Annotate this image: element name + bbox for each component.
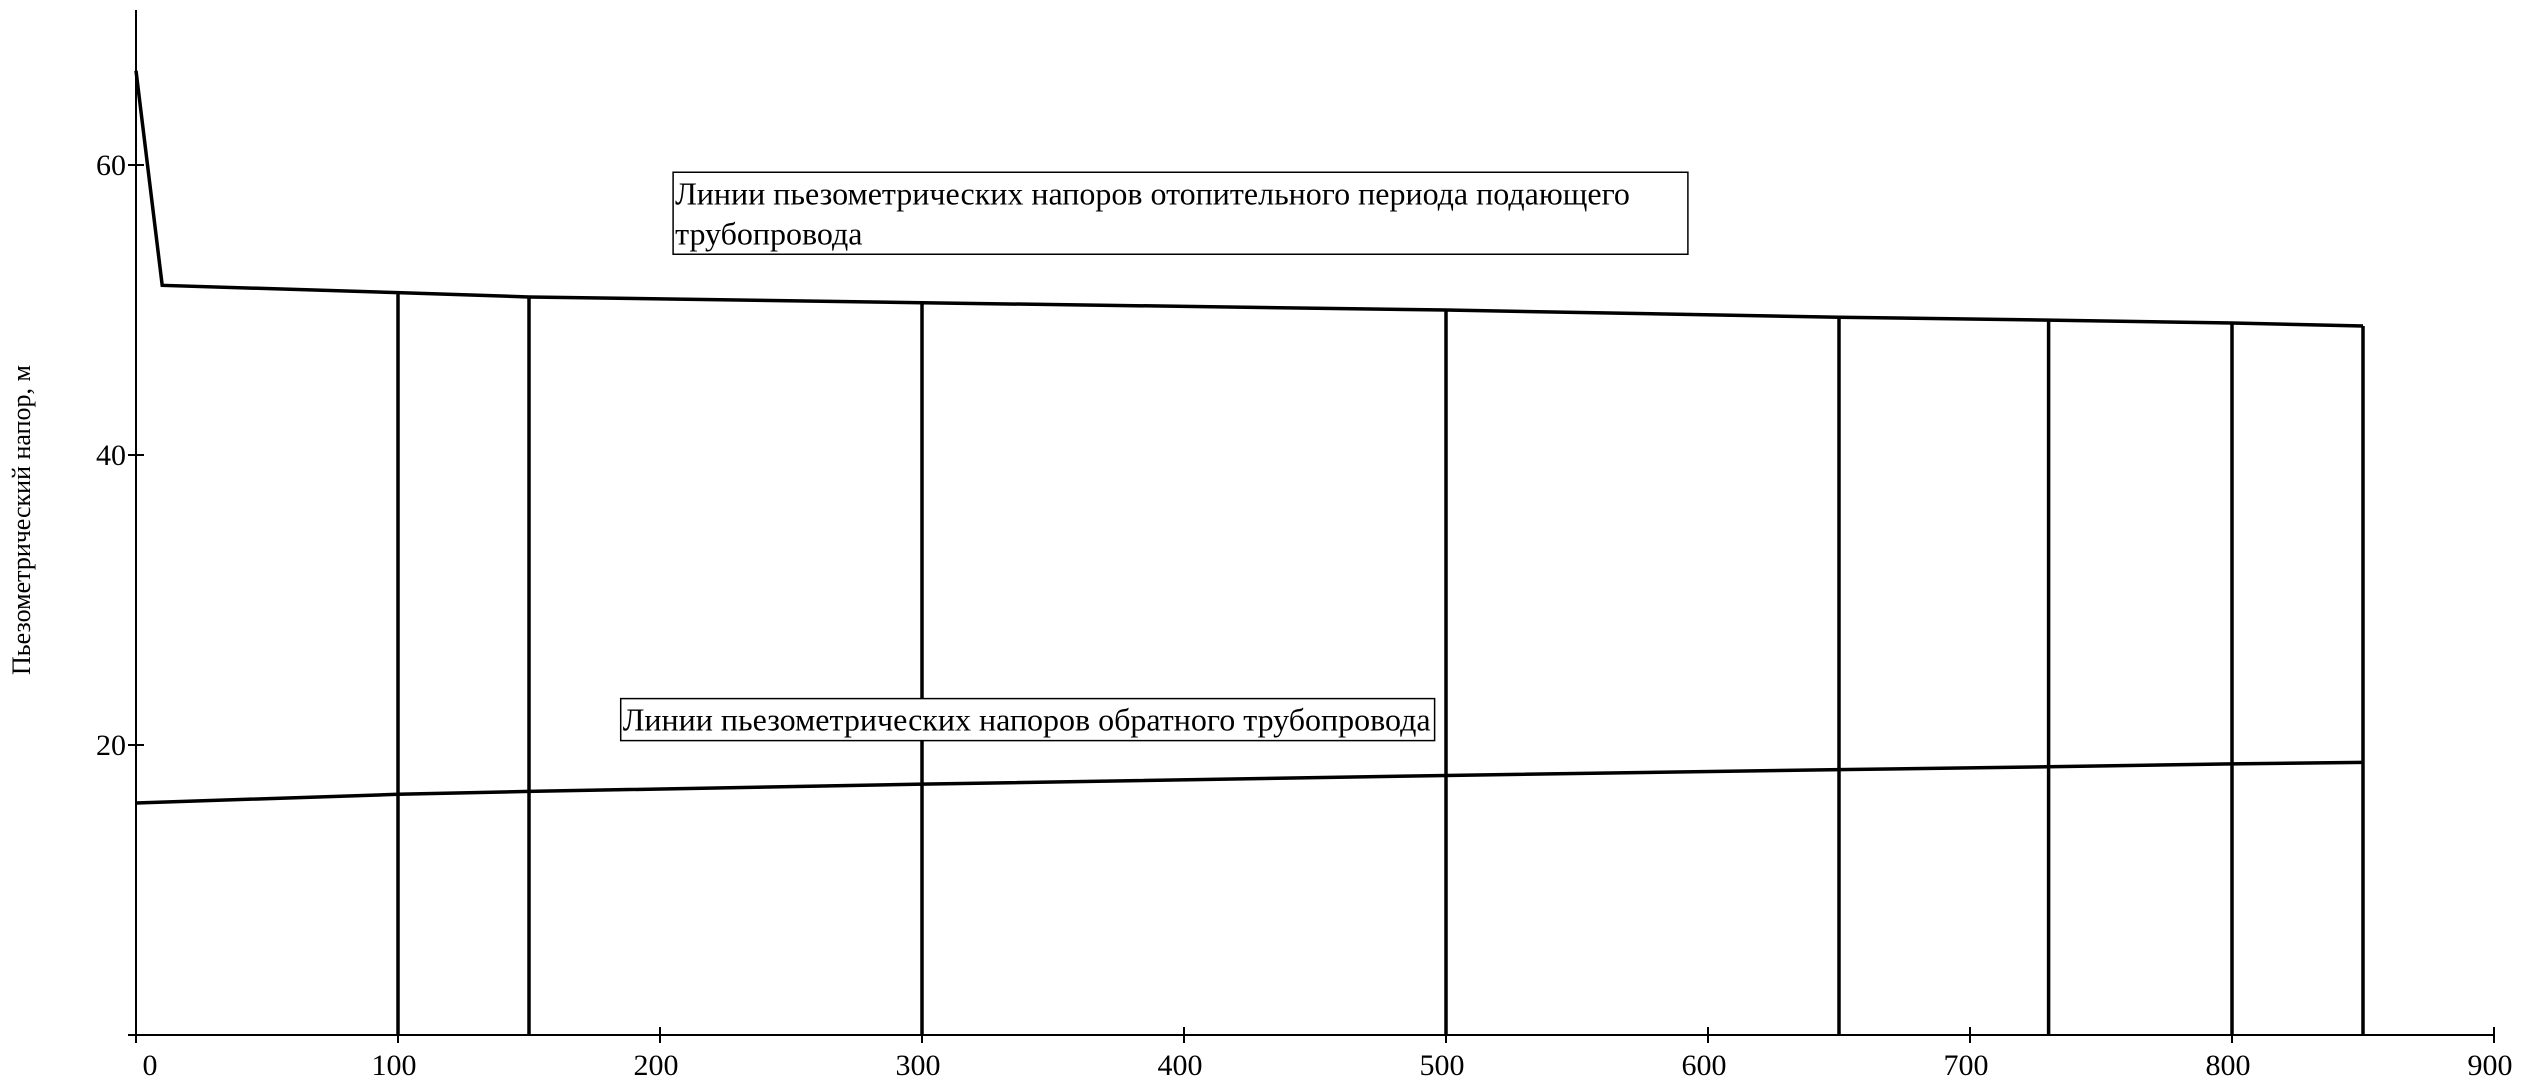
annotation-text: Линии пьезометрических напоров отопитель… [675,175,1630,211]
x-tick-label: 500 [1420,1049,1465,1082]
series-line-supply [134,70,2364,328]
annotation-box [619,697,1436,742]
annotation-text: трубопровода [675,215,862,251]
annotations: Линии пьезометрических напоров отопитель… [619,171,1689,742]
x-tick-label: 700 [1944,1049,1989,1082]
x-tick-label: 900 [2468,1049,2513,1082]
axes: 0 100 200 300 400 500 600 700 800 900 20 40 60 [96,10,2513,1082]
x-tick-label: 600 [1682,1049,1727,1082]
annotation-box [672,171,1689,255]
x-tick-label: 800 [2206,1049,2251,1082]
x-tick-label: 100 [372,1049,417,1082]
annotation-supply: Линии пьезометрических напоров отопитель… [672,171,1689,255]
x-tick-label: 300 [896,1049,941,1082]
plot-area [134,70,2365,1035]
annotation-return: Линии пьезометрических напоров обратного… [619,697,1436,742]
x-tick-label: 400 [1158,1049,1203,1082]
y-tick-label: 40 [96,439,126,472]
x-tick-label: 200 [634,1049,679,1082]
annotation-text: Линии пьезометрических напоров обратного… [623,702,1431,738]
series-line-return [135,760,2364,805]
y-axis-title: Пьезометрический напор, м [7,365,36,675]
y-tick-label: 60 [96,149,126,182]
y-tick-label: 20 [96,729,126,762]
x-tick-label: 0 [143,1049,158,1082]
